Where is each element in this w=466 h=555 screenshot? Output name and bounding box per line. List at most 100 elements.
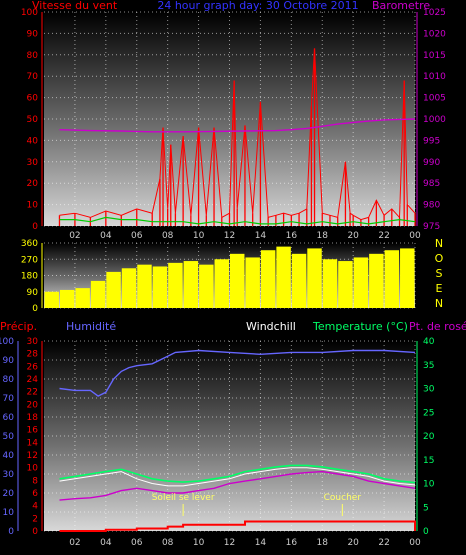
direction-bar bbox=[307, 248, 322, 308]
wind-tick-label: 30 bbox=[27, 158, 39, 168]
direction-bar bbox=[59, 289, 75, 308]
direction-bar bbox=[353, 257, 369, 308]
precip-tick-label: 30 bbox=[27, 337, 39, 347]
wind-tick-label: 0 bbox=[32, 222, 38, 232]
direction-bar bbox=[90, 280, 106, 308]
precip-tick-label: 2 bbox=[32, 514, 38, 524]
annotation-label: Soleil se lever bbox=[152, 493, 215, 503]
direction-bar bbox=[230, 253, 245, 308]
humidity-tick-label: 100 bbox=[0, 337, 14, 347]
barometer-tick-label: 995 bbox=[423, 136, 440, 146]
x-tick-label: 14 bbox=[255, 538, 267, 548]
x-tick-label: 18 bbox=[317, 538, 329, 548]
direction-bar bbox=[183, 261, 199, 308]
humidity-tick-label: 40 bbox=[3, 451, 15, 461]
direction-bar bbox=[260, 250, 276, 308]
humidity-axis: 0 10 20 30 40 50 60 70 80 90 100 bbox=[0, 337, 19, 537]
direction-bar bbox=[276, 246, 291, 308]
wind-speed-axis: 0 10 20 30 40 50 60 70 80 90 100 bbox=[21, 8, 43, 232]
temperature-tick-label: 0 bbox=[423, 527, 429, 537]
direction-tick-label: 90 bbox=[27, 288, 39, 298]
humidity-tick-label: 30 bbox=[3, 470, 15, 480]
dewpoint-label: Pt. de rosée bbox=[409, 320, 466, 333]
barometer-tick-label: 1000 bbox=[423, 115, 446, 125]
barometer-tick-label: 1025 bbox=[423, 8, 446, 18]
temperature-tick-label: 20 bbox=[423, 432, 435, 442]
wind-tick-label: 60 bbox=[27, 94, 39, 104]
dewpoint-line bbox=[59, 470, 416, 501]
x-tick-label: 00 bbox=[409, 231, 421, 241]
direction-bar bbox=[291, 253, 307, 308]
windchill-label: Windchill bbox=[246, 320, 296, 333]
precip-tick-label: 16 bbox=[27, 426, 39, 436]
x-tick-label: 08 bbox=[162, 538, 174, 548]
x-tick-label: 22 bbox=[378, 538, 389, 548]
wind-panel-x-axis: 02 04 06 08 10 12 14 16 18 20 22 00 bbox=[69, 231, 421, 241]
x-tick-label: 08 bbox=[162, 231, 174, 241]
compass-letter: O bbox=[435, 252, 444, 265]
barometer-axis: 975 980 985 990 995 1000 1005 1010 1015 1020 1025 bbox=[416, 8, 446, 232]
barometer-tick-label: 1005 bbox=[423, 94, 446, 104]
x-tick-label: 20 bbox=[347, 231, 359, 241]
temperature-tick-label: 10 bbox=[423, 480, 435, 490]
wind-speed-title: Vitesse du vent bbox=[32, 0, 118, 12]
gust-line bbox=[59, 216, 416, 225]
direction-bar bbox=[75, 288, 90, 308]
direction-bar bbox=[369, 253, 384, 308]
humidity-tick-label: 80 bbox=[3, 375, 15, 385]
barometer-tick-label: 1010 bbox=[423, 72, 446, 82]
wind-speed-line bbox=[59, 48, 416, 221]
graph-title: 24 hour graph day: 30 Octobre 2011 bbox=[157, 0, 358, 12]
x-tick-label: 04 bbox=[100, 538, 112, 548]
direction-panel-series bbox=[44, 246, 415, 308]
temperature-tick-label: 35 bbox=[423, 361, 434, 371]
x-tick-label: 10 bbox=[193, 231, 205, 241]
x-tick-label: 16 bbox=[286, 538, 298, 548]
precip-tick-label: 10 bbox=[27, 464, 39, 474]
x-tick-label: 20 bbox=[347, 538, 359, 548]
x-tick-label: 16 bbox=[286, 231, 298, 241]
precip-tick-label: 20 bbox=[27, 400, 39, 410]
humidity-tick-label: 70 bbox=[3, 394, 15, 404]
x-tick-label: 06 bbox=[131, 231, 143, 241]
precip-tick-label: 28 bbox=[27, 350, 39, 360]
x-tick-label: 12 bbox=[224, 538, 235, 548]
direction-bar bbox=[400, 248, 415, 308]
direction-tick-label: 270 bbox=[21, 255, 38, 265]
x-tick-label: 06 bbox=[131, 538, 143, 548]
x-tick-label: 02 bbox=[69, 538, 80, 548]
precip-tick-label: 12 bbox=[27, 451, 38, 461]
direction-bar bbox=[137, 264, 152, 308]
temperature-tick-label: 30 bbox=[423, 385, 435, 395]
barometer-tick-label: 980 bbox=[423, 201, 440, 211]
humidity-tick-label: 10 bbox=[3, 508, 15, 518]
direction-tick-label: 360 bbox=[21, 239, 38, 249]
wind-tick-label: 50 bbox=[27, 115, 39, 125]
direction-bar bbox=[106, 271, 121, 308]
x-tick-label: 00 bbox=[409, 538, 421, 548]
humidity-label: Humidité bbox=[66, 320, 116, 333]
direction-tick-label: 0 bbox=[32, 304, 38, 314]
wind-tick-label: 40 bbox=[27, 136, 39, 146]
temperature-tick-label: 40 bbox=[423, 337, 435, 347]
direction-bar bbox=[44, 291, 59, 308]
temp-panel-x-axis: 02 04 06 08 10 12 14 16 18 20 22 00 bbox=[69, 538, 421, 548]
temperature-tick-label: 5 bbox=[423, 503, 429, 513]
barometer-title: Barometre bbox=[372, 0, 430, 12]
precip-line bbox=[59, 520, 416, 532]
annotation-label: Coucher bbox=[324, 493, 362, 503]
direction-bar bbox=[199, 264, 214, 308]
x-tick-label: 10 bbox=[193, 538, 205, 548]
precip-tick-label: 26 bbox=[27, 362, 39, 372]
wind-panel-background bbox=[44, 12, 415, 226]
barometer-tick-label: 985 bbox=[423, 179, 440, 189]
wind-panel-series bbox=[58, 48, 416, 226]
humidity-tick-label: 90 bbox=[3, 356, 15, 366]
precip-tick-label: 22 bbox=[27, 388, 38, 398]
wind-tick-label: 20 bbox=[27, 179, 39, 189]
direction-tick-label: 180 bbox=[21, 272, 38, 282]
compass-letter: S bbox=[436, 267, 443, 280]
compass-letter: N bbox=[435, 297, 443, 310]
temperature-tick-label: 15 bbox=[423, 456, 434, 466]
